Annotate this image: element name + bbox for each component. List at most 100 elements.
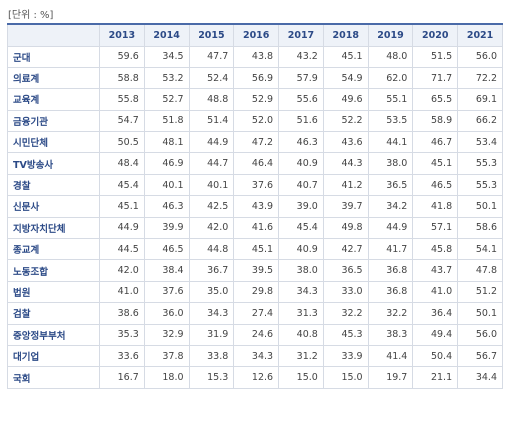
value-cell: 43.6	[322, 131, 369, 154]
value-cell: 51.4	[188, 109, 235, 133]
row-label: 중앙정부부처	[7, 323, 100, 346]
value-cell: 33.0	[322, 280, 369, 304]
table-row: 노동조합 42.0 38.4 36.7 39.5 38.0 36.5 36.8 43.7 47.8	[7, 259, 503, 282]
row-label: 대기업	[7, 344, 100, 368]
value-cell: 45.1	[233, 238, 280, 261]
value-cell: 44.8	[188, 238, 235, 261]
value-cell: 46.9	[143, 152, 190, 175]
value-cell: 36.0	[143, 302, 190, 325]
table-row: 검찰 38.6 36.0 34.3 27.4 31.3 32.2 32.2 36.4 50.1	[7, 302, 503, 325]
value-cell: 52.0	[233, 109, 280, 133]
table-row: 신문사 45.1 46.3 42.5 43.9 39.0 39.7 34.2 41.8 50.1	[7, 195, 503, 218]
value-cell: 12.6	[233, 366, 280, 389]
value-cell: 42.7	[322, 238, 369, 261]
value-cell: 38.4	[143, 259, 190, 282]
table-body: 군대 59.6 34.5 47.7 43.8 43.2 45.1 48.0 51.5 56.0 의료…	[7, 45, 503, 389]
value-cell: 18.0	[143, 366, 190, 389]
value-cell: 51.5	[412, 45, 459, 68]
value-cell: 52.9	[233, 88, 280, 111]
value-cell: 44.5	[99, 238, 145, 261]
value-cell: 69.1	[457, 88, 503, 111]
value-cell: 53.5	[367, 109, 414, 133]
value-cell: 45.1	[99, 195, 145, 218]
value-cell: 51.8	[143, 109, 190, 133]
year-header: 2020	[412, 23, 459, 47]
value-cell: 38.0	[278, 259, 324, 282]
value-cell: 29.8	[233, 280, 280, 304]
year-header: 2014	[143, 23, 190, 47]
value-cell: 52.2	[322, 109, 369, 133]
row-label: 지방자치단체	[7, 216, 100, 240]
value-cell: 44.9	[367, 216, 414, 240]
year-header: 2016	[233, 23, 280, 47]
value-cell: 42.5	[188, 195, 235, 218]
value-cell: 31.3	[278, 302, 324, 325]
value-cell: 46.5	[143, 238, 190, 261]
table-row: 군대 59.6 34.5 47.7 43.8 43.2 45.1 48.0 51.5 56.0	[7, 45, 503, 68]
value-cell: 54.1	[457, 238, 503, 261]
value-cell: 53.2	[143, 66, 190, 90]
value-cell: 39.0	[278, 195, 324, 218]
year-header: 2018	[322, 23, 369, 47]
value-cell: 48.8	[188, 88, 235, 111]
value-cell: 24.6	[233, 323, 280, 346]
value-cell: 44.9	[188, 131, 235, 154]
value-cell: 41.0	[99, 280, 145, 304]
value-cell: 16.7	[99, 366, 145, 389]
table-row: 중앙정부부처 35.3 32.9 31.9 24.6 40.8 45.3 38.3 49.4 56…	[7, 323, 503, 346]
value-cell: 38.0	[367, 152, 414, 175]
value-cell: 41.0	[412, 280, 459, 304]
year-header: 2015	[188, 23, 235, 47]
value-cell: 43.2	[278, 45, 324, 68]
value-cell: 41.2	[322, 173, 369, 197]
table-row: 지방자치단체 44.9 39.9 42.0 41.6 45.4 49.8 44.9 57.1 58…	[7, 216, 503, 240]
table-row: TV방송사 48.4 46.9 44.7 46.4 40.9 44.3 38.0 45.1 55.…	[7, 152, 503, 175]
value-cell: 40.8	[278, 323, 324, 346]
table-row: 대기업 33.6 37.8 33.8 34.3 31.2 33.9 41.4 50.4 56.7	[7, 344, 503, 368]
value-cell: 40.9	[278, 152, 324, 175]
value-cell: 47.2	[233, 131, 280, 154]
value-cell: 48.1	[143, 131, 190, 154]
year-header: 2019	[367, 23, 414, 47]
value-cell: 31.2	[278, 344, 324, 368]
value-cell: 45.1	[322, 45, 369, 68]
value-cell: 15.0	[322, 366, 369, 389]
row-label: 국회	[7, 366, 100, 389]
value-cell: 33.9	[322, 344, 369, 368]
table-row: 국회 16.7 18.0 15.3 12.6 15.0 15.0 19.7 21.1 34.4	[7, 366, 503, 389]
value-cell: 57.9	[278, 66, 324, 90]
row-label: 노동조합	[7, 259, 100, 282]
value-cell: 36.8	[367, 280, 414, 304]
value-cell: 34.5	[143, 45, 190, 68]
value-cell: 43.9	[233, 195, 280, 218]
value-cell: 42.0	[99, 259, 145, 282]
value-cell: 27.4	[233, 302, 280, 325]
value-cell: 36.5	[322, 259, 369, 282]
value-cell: 50.1	[457, 195, 503, 218]
value-cell: 35.0	[188, 280, 235, 304]
value-cell: 34.2	[367, 195, 414, 218]
row-label: TV방송사	[7, 152, 100, 175]
value-cell: 49.8	[322, 216, 369, 240]
value-cell: 42.0	[188, 216, 235, 240]
value-cell: 41.4	[367, 344, 414, 368]
value-cell: 72.2	[457, 66, 503, 90]
value-cell: 41.7	[367, 238, 414, 261]
value-cell: 32.2	[367, 302, 414, 325]
value-cell: 41.8	[412, 195, 459, 218]
value-cell: 53.4	[457, 131, 503, 154]
value-cell: 31.9	[188, 323, 235, 346]
value-cell: 37.6	[233, 173, 280, 197]
value-cell: 45.3	[322, 323, 369, 346]
value-cell: 45.4	[278, 216, 324, 240]
row-label: 법원	[7, 280, 100, 304]
value-cell: 57.1	[412, 216, 459, 240]
value-cell: 44.1	[367, 131, 414, 154]
value-cell: 34.3	[278, 280, 324, 304]
value-cell: 44.9	[99, 216, 145, 240]
value-cell: 19.7	[367, 366, 414, 389]
row-label: 금융기관	[7, 109, 100, 133]
table-row: 종교계 44.5 46.5 44.8 45.1 40.9 42.7 41.7 45.8 54.1	[7, 238, 503, 261]
value-cell: 55.8	[99, 88, 145, 111]
value-cell: 39.9	[143, 216, 190, 240]
